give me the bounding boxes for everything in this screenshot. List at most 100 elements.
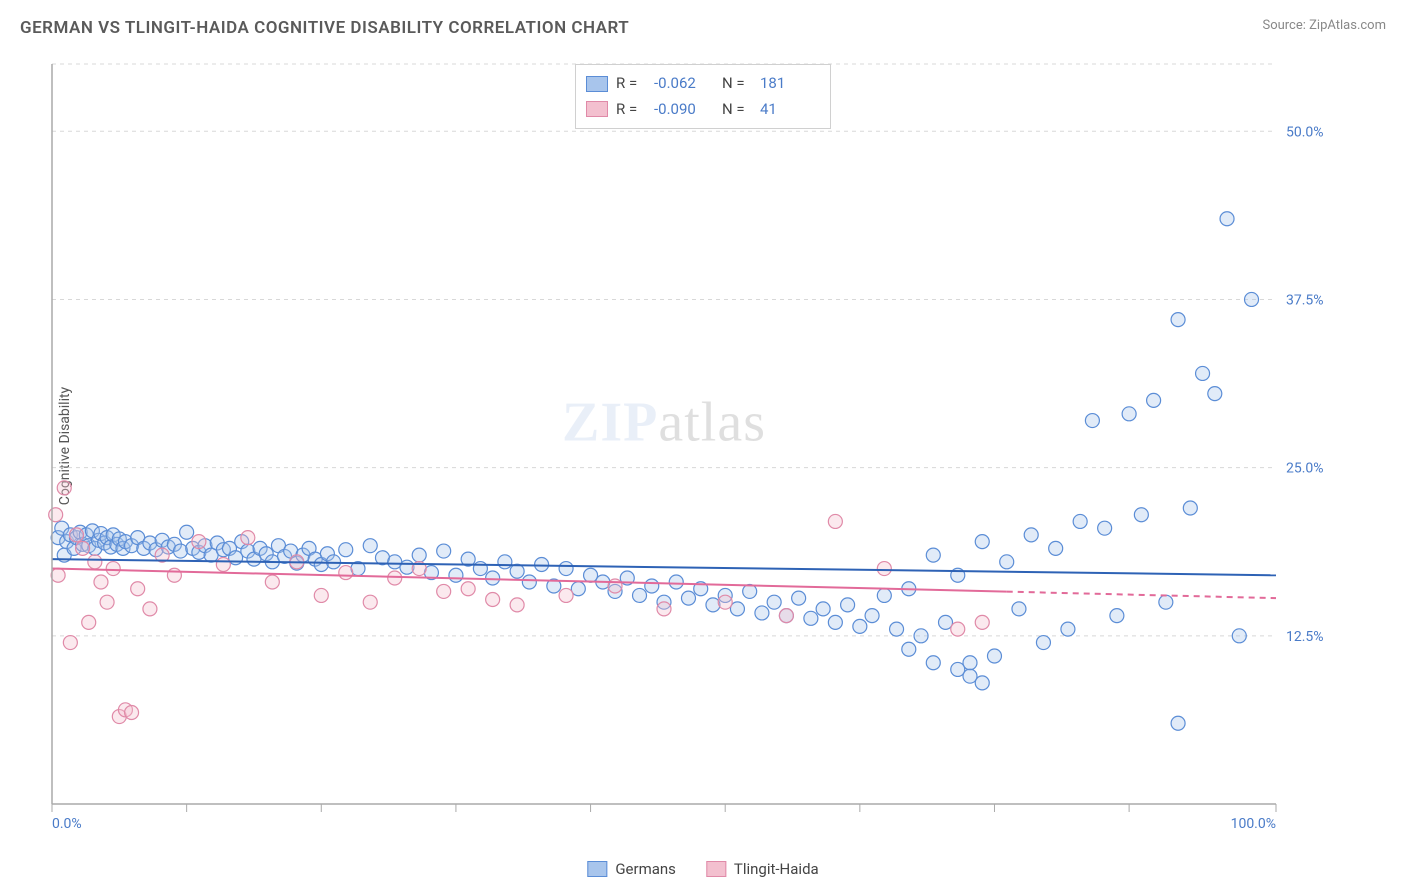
- r-label: R =: [616, 97, 646, 123]
- legend-item: Germans: [587, 860, 676, 878]
- germans-point: [926, 548, 940, 562]
- tlingit-point: [76, 541, 90, 555]
- tlingit-point: [57, 481, 71, 495]
- x-tick-label: 0.0%: [52, 816, 82, 832]
- germans-point: [767, 595, 781, 609]
- germans-point: [890, 622, 904, 636]
- r-label: R =: [616, 71, 646, 97]
- germans-point: [1208, 387, 1222, 401]
- tlingit-point: [877, 562, 891, 576]
- legend-item: Tlingit-Haida: [706, 860, 819, 878]
- page-title: GERMAN VS TLINGIT-HAIDA COGNITIVE DISABI…: [20, 18, 629, 38]
- germans-point: [1159, 595, 1173, 609]
- germans-point: [951, 662, 965, 676]
- germans-point: [865, 609, 879, 623]
- tlingit-point: [461, 582, 475, 596]
- germans-point: [1061, 622, 1075, 636]
- tlingit-point: [657, 602, 671, 616]
- tlingit-point: [388, 571, 402, 585]
- tlingit-point: [779, 609, 793, 623]
- tlingit-point: [106, 562, 120, 576]
- germans-point: [633, 588, 647, 602]
- germans-point: [1036, 636, 1050, 650]
- r-value: -0.090: [654, 97, 714, 123]
- tlingit-point: [437, 584, 451, 598]
- germans-point: [1049, 541, 1063, 555]
- germans-point: [559, 562, 573, 576]
- germans-point: [669, 575, 683, 589]
- y-tick-label: 25.0%: [1286, 461, 1324, 477]
- germans-point: [510, 564, 524, 578]
- germans-point: [449, 568, 463, 582]
- legend-swatch: [586, 101, 608, 117]
- germans-point: [1073, 514, 1087, 528]
- tlingit-point: [94, 575, 108, 589]
- germans-point: [975, 676, 989, 690]
- legend-swatch: [586, 76, 608, 92]
- tlingit-point: [265, 575, 279, 589]
- germans-point: [853, 619, 867, 633]
- germans-point: [1245, 292, 1259, 306]
- germans-point: [1220, 212, 1234, 226]
- germans-point: [1196, 366, 1210, 380]
- tlingit-point: [975, 615, 989, 629]
- r-value: -0.062: [654, 71, 714, 97]
- correlation-legend: R = -0.062 N = 181 R = -0.090 N = 41: [575, 64, 831, 129]
- germans-point: [1110, 609, 1124, 623]
- legend-label: Tlingit-Haida: [734, 860, 819, 878]
- germans-point: [681, 591, 695, 605]
- germans-point: [1098, 521, 1112, 535]
- germans-point: [877, 588, 891, 602]
- germans-point: [363, 539, 377, 553]
- germans-point: [706, 598, 720, 612]
- tlingit-point: [339, 566, 353, 580]
- n-label: N =: [722, 97, 752, 123]
- source-label: Source: ZipAtlas.com: [1262, 18, 1386, 33]
- germans-point: [1183, 501, 1197, 515]
- tlingit-point: [951, 622, 965, 636]
- germans-point: [645, 579, 659, 593]
- tlingit-point: [510, 598, 524, 612]
- germans-point: [1012, 602, 1026, 616]
- watermark: ZIPatlas: [562, 392, 766, 454]
- germans-point: [804, 611, 818, 625]
- germans-point: [755, 606, 769, 620]
- germans-point: [535, 558, 549, 572]
- germans-point: [828, 615, 842, 629]
- tlingit-point: [100, 595, 114, 609]
- germans-point: [522, 575, 536, 589]
- tlingit-point: [828, 514, 842, 528]
- x-tick-label: 100.0%: [1231, 816, 1276, 832]
- germans-point: [412, 548, 426, 562]
- scatter-plot: 12.5%25.0%37.5%50.0%ZIPatlas0.0%100.0%: [48, 60, 1336, 832]
- germans-point: [975, 535, 989, 549]
- tlingit-point: [192, 535, 206, 549]
- tlingit-point: [69, 528, 83, 542]
- germans-point: [926, 656, 940, 670]
- tlingit-point: [216, 558, 230, 572]
- germans-point: [1000, 555, 1014, 569]
- germans-point: [180, 525, 194, 539]
- legend-swatch: [706, 861, 726, 877]
- germans-point: [473, 562, 487, 576]
- tlingit-point: [82, 615, 96, 629]
- series-legend: Germans Tlingit-Haida: [587, 860, 818, 878]
- legend-row: R = -0.090 N = 41: [586, 97, 820, 123]
- germans-point: [1122, 407, 1136, 421]
- tlingit-point: [143, 602, 157, 616]
- y-tick-label: 12.5%: [1286, 629, 1324, 645]
- chart-area: 12.5%25.0%37.5%50.0%ZIPatlas0.0%100.0%: [48, 60, 1336, 832]
- germans-point: [1147, 393, 1161, 407]
- tlingit-point: [559, 588, 573, 602]
- tlingit-point: [314, 588, 328, 602]
- germans-point: [816, 602, 830, 616]
- n-label: N =: [722, 71, 752, 97]
- tlingit-point: [131, 582, 145, 596]
- germans-point: [987, 649, 1001, 663]
- tlingit-point: [241, 531, 255, 545]
- n-value: 41: [760, 97, 820, 123]
- tlingit-point: [63, 636, 77, 650]
- n-value: 181: [760, 71, 820, 97]
- tlingit-point: [363, 595, 377, 609]
- y-tick-label: 37.5%: [1286, 292, 1324, 308]
